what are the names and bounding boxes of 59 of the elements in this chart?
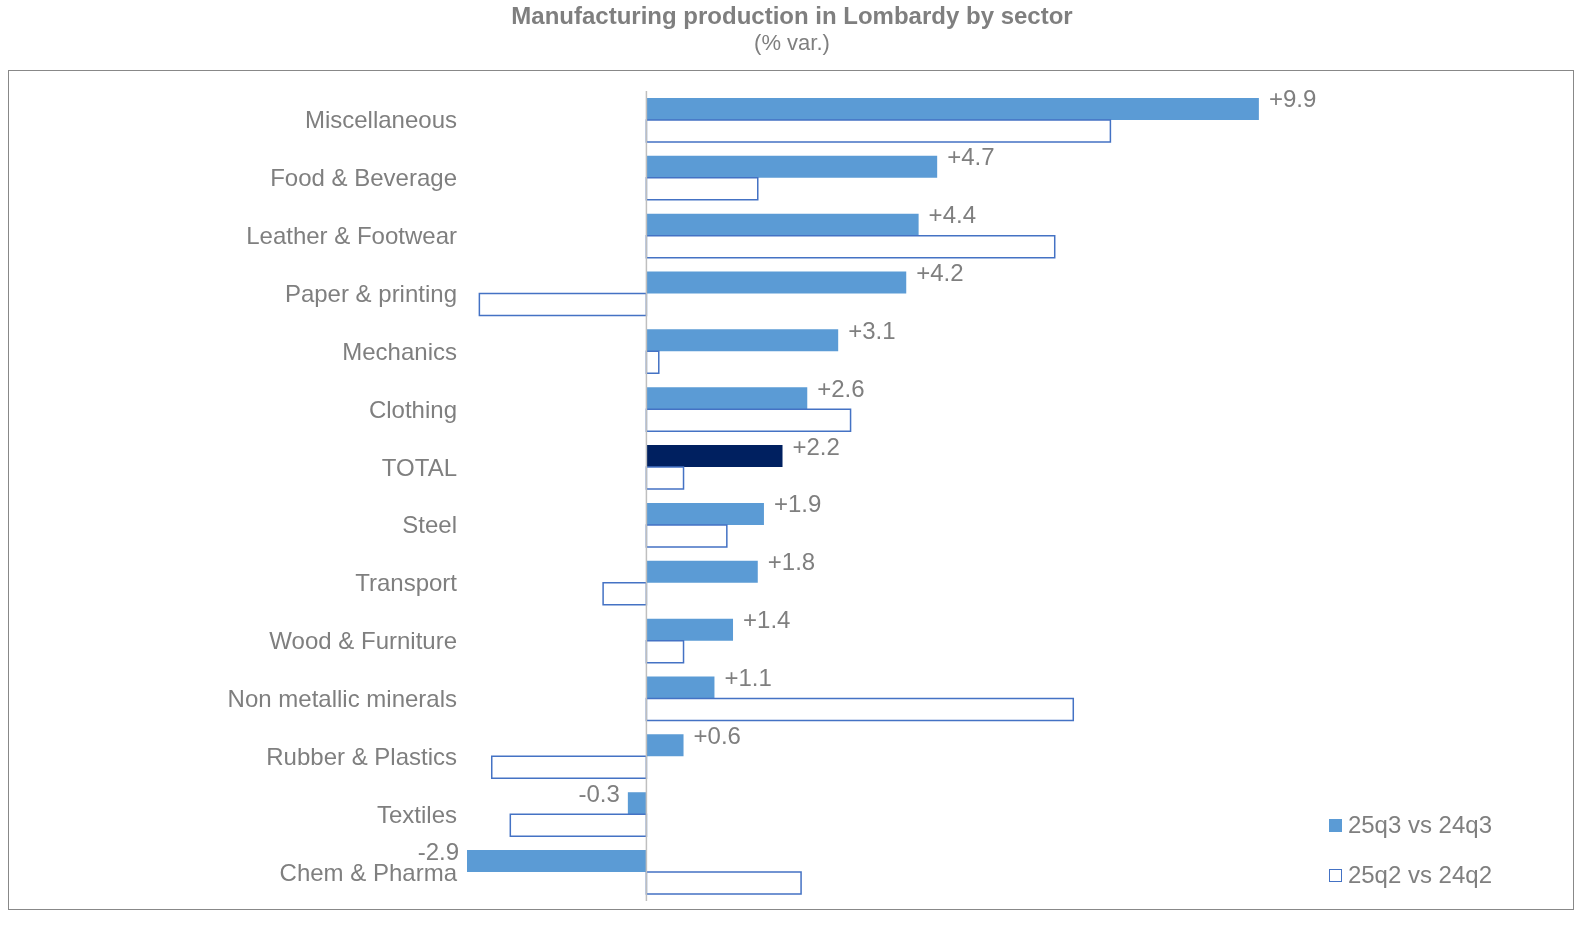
bar [646, 445, 783, 468]
y-tick-label: Miscellaneous [304, 106, 457, 134]
data-label: +1.1 [724, 664, 772, 692]
y-tick-label: Steel [402, 511, 457, 539]
data-label: -0.3 [578, 779, 620, 807]
bar [646, 502, 764, 525]
bar [646, 387, 808, 410]
bar [645, 177, 759, 201]
bar [646, 618, 734, 641]
y-tick-label: Transport [355, 569, 458, 597]
bar [645, 408, 852, 432]
y-tick-label: Wood & Furniture [269, 627, 457, 655]
data-label: +3.1 [848, 316, 896, 344]
data-label: +2.6 [817, 374, 865, 402]
data-label: -2.9 [417, 837, 459, 865]
bar [602, 582, 648, 606]
bar [646, 97, 1259, 120]
bar [627, 792, 647, 815]
data-label: +4.2 [916, 259, 964, 287]
data-label: +4.4 [928, 201, 977, 229]
y-tick-label: Clothing [368, 395, 457, 423]
bar [645, 871, 802, 895]
data-label: +1.9 [773, 490, 822, 518]
chart-subtitle: (% var.) [753, 30, 831, 56]
bar [645, 234, 1056, 259]
bar [645, 350, 660, 375]
bar [645, 639, 685, 664]
y-tick-label: Non metallic minerals [227, 685, 457, 713]
bar [646, 734, 684, 757]
data-label: +1.4 [743, 606, 791, 634]
bar [646, 213, 919, 236]
bar [645, 524, 728, 548]
data-label: +9.9 [1268, 85, 1317, 113]
bar [467, 850, 647, 873]
legend-label: 25q2 vs 24q2 [1347, 861, 1492, 889]
y-tick-label: TOTAL [381, 453, 457, 481]
data-label: +2.2 [792, 432, 840, 460]
y-tick-label: Food & Beverage [270, 164, 457, 192]
bar [646, 271, 907, 294]
bar [509, 813, 648, 837]
data-label: +4.7 [947, 143, 995, 171]
legend-label: 25q3 vs 24q3 [1347, 811, 1492, 839]
y-tick-label: Rubber & Plastics [266, 742, 457, 770]
bar [645, 466, 685, 490]
bar [646, 155, 938, 178]
data-label: +0.6 [693, 721, 741, 749]
y-tick-label: Paper & printing [284, 280, 457, 308]
data-label: +1.8 [767, 548, 816, 576]
bar [491, 755, 648, 780]
bar [645, 697, 1075, 722]
chart-title: Manufacturing production in Lombardy by sector [510, 2, 1074, 30]
y-tick-label: Leather & Footwear [246, 222, 457, 250]
bar [478, 292, 648, 317]
bar [645, 119, 1112, 143]
bar [646, 560, 758, 583]
bar [646, 676, 715, 699]
bar [646, 329, 839, 352]
y-tick-label: Mechanics [342, 337, 457, 365]
y-tick-label: Textiles [376, 800, 457, 828]
